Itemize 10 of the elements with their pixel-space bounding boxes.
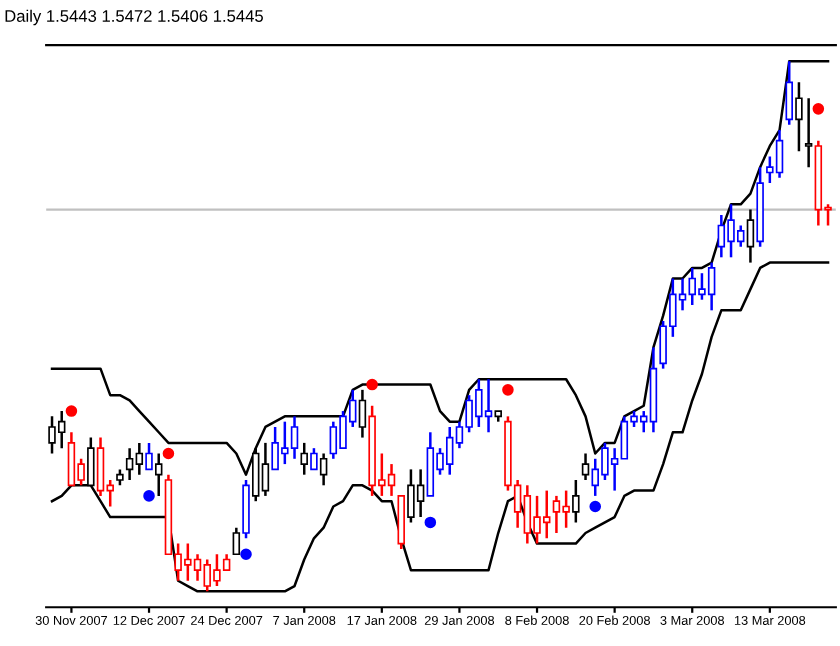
point [502, 384, 514, 396]
point [589, 500, 602, 513]
point [240, 548, 252, 560]
point [162, 447, 175, 460]
point [65, 405, 78, 417]
point [143, 490, 155, 502]
point [812, 103, 825, 115]
chart-title: Daily 1.5443 1.5472 1.5406 1.5445 [5, 9, 263, 26]
point [366, 378, 378, 391]
point [424, 516, 437, 529]
